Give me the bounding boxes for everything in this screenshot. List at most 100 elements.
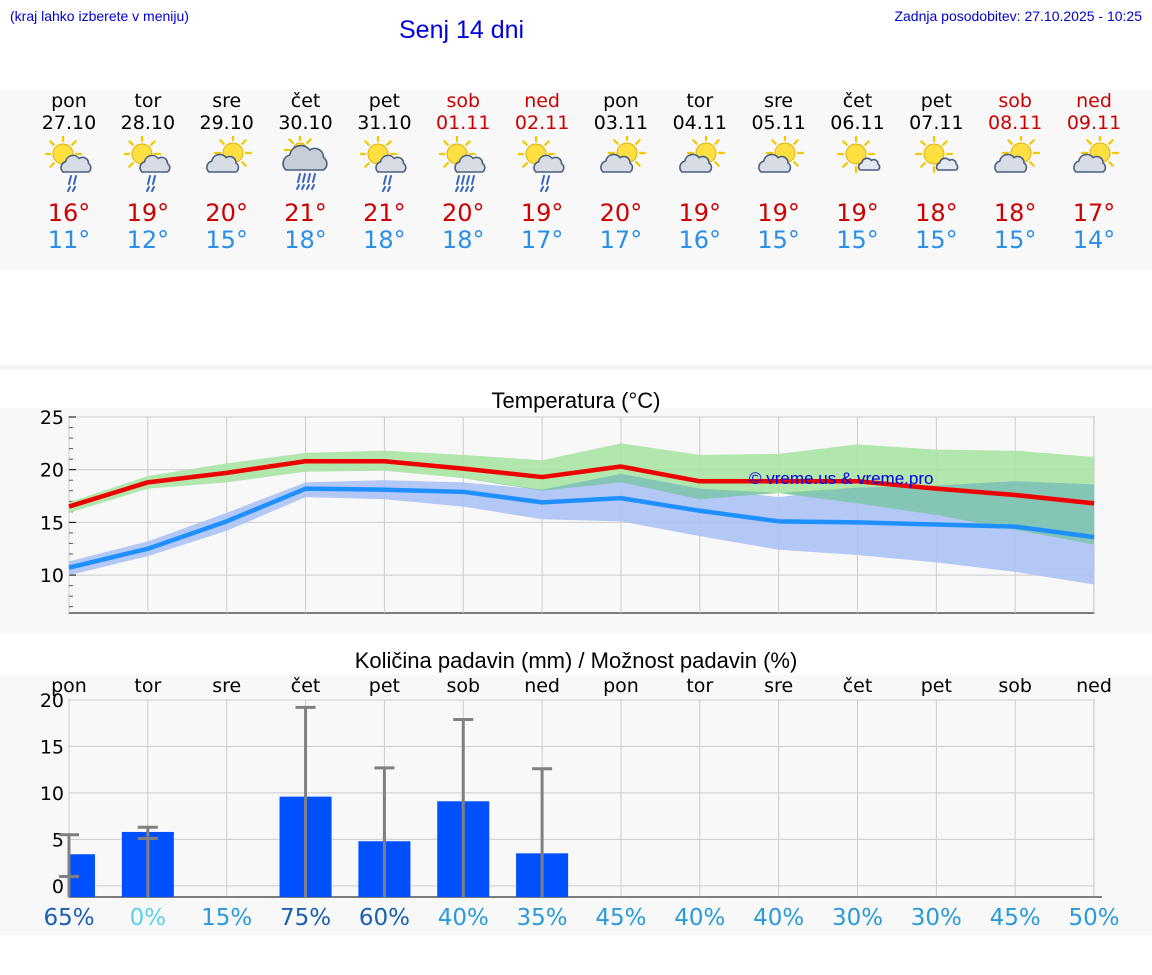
temperature-chart: 10 15 20 25 © vreme.us & vreme.pro bbox=[40, 407, 1095, 614]
max-temp-line bbox=[68, 459, 1095, 509]
precip-probability: 45% bbox=[595, 905, 647, 931]
max-temp: 21° bbox=[363, 199, 406, 227]
min-temp: 15° bbox=[915, 226, 958, 254]
max-temp: 16° bbox=[47, 199, 91, 227]
partly-cloudy-icon bbox=[757, 136, 804, 173]
precip-probability: 60% bbox=[358, 905, 410, 931]
day-name: čet bbox=[290, 90, 321, 112]
x-tick-label: pet bbox=[369, 675, 400, 697]
sun-cloud-rain-icon bbox=[123, 136, 171, 192]
sun-cloud-rain-icon bbox=[45, 136, 92, 192]
y-tick-label: 20 bbox=[40, 460, 64, 482]
min-temp: 15° bbox=[757, 226, 800, 254]
x-tick-label: sob bbox=[998, 675, 1032, 697]
precip-probability: 40% bbox=[674, 905, 726, 931]
precip-probability: 35% bbox=[516, 905, 568, 931]
y-tick-label: 10 bbox=[40, 783, 64, 805]
min-temp-line bbox=[68, 486, 1095, 570]
precip-probability: 40% bbox=[437, 905, 489, 931]
min-temp: 18° bbox=[363, 226, 406, 254]
y-tick-label: 15 bbox=[40, 736, 64, 758]
precip-probability: 0% bbox=[129, 905, 167, 931]
page-title: Senj 14 dni bbox=[399, 16, 525, 44]
day-date: 01.11 bbox=[436, 112, 491, 134]
y-tick-label: 5 bbox=[52, 829, 64, 851]
day-name: sre bbox=[212, 90, 242, 112]
day-name: tor bbox=[686, 90, 714, 112]
min-temp: 18° bbox=[284, 226, 327, 254]
y-tick-label: 25 bbox=[40, 407, 64, 429]
sun-small-cloud-icon bbox=[915, 136, 959, 174]
daily-forecast: pon 27.10 16° 11° tor 28.10 19° 12° sre 29… bbox=[0, 90, 1152, 270]
min-temp: 15° bbox=[836, 226, 879, 254]
watermark: © vreme.us & vreme.pro bbox=[749, 469, 933, 488]
max-temp: 19° bbox=[126, 199, 170, 227]
x-tick-label: pet bbox=[921, 675, 952, 697]
day-name: ned bbox=[1076, 90, 1112, 112]
precip-probability: 65% bbox=[43, 905, 95, 931]
day-date: 08.11 bbox=[987, 112, 1043, 134]
max-temp: 19° bbox=[520, 199, 564, 227]
day-date: 29.10 bbox=[199, 112, 254, 134]
last-update: Zadnja posodobitev: 27.10.2025 - 10:25 bbox=[894, 8, 1142, 24]
precip-probability: 75% bbox=[279, 905, 332, 931]
y-tick-label: 0 bbox=[52, 876, 64, 898]
precip-chart: pon tor sre čet pet sob ned pon tor sre čet pet sob n… bbox=[40, 675, 1112, 898]
max-temp: 21° bbox=[284, 199, 327, 227]
day-name: pet bbox=[368, 90, 400, 112]
section-divider bbox=[0, 365, 1152, 370]
x-tick-label: sob bbox=[446, 675, 480, 697]
day-date: 30.10 bbox=[278, 112, 333, 134]
day-name: pon bbox=[603, 90, 639, 112]
precip-probability: 40% bbox=[753, 905, 805, 931]
max-temp: 20° bbox=[441, 199, 485, 227]
day-date: 07.11 bbox=[909, 112, 964, 134]
location-hint: (kraj lahko izberete v meniju) bbox=[10, 8, 189, 24]
max-temp: 20° bbox=[599, 199, 643, 227]
x-tick-label: sre bbox=[764, 675, 793, 697]
max-temp: 18° bbox=[993, 199, 1037, 227]
min-temp: 15° bbox=[993, 226, 1037, 254]
x-tick-label: sre bbox=[212, 675, 241, 697]
max-temp: 19° bbox=[757, 199, 800, 227]
precip-chart-title: Količina padavin (mm) / Možnost padavin … bbox=[354, 648, 798, 673]
day-name: pet bbox=[920, 90, 952, 112]
x-tick-label: tor bbox=[134, 675, 161, 697]
precip-probability: 30% bbox=[910, 905, 962, 931]
max-temp: 18° bbox=[915, 199, 958, 227]
cloudy-rain-icon bbox=[281, 136, 328, 190]
max-temp-band bbox=[69, 443, 1095, 545]
sun-cloud-heavy-rain-icon bbox=[439, 136, 486, 192]
x-tick-label: pon bbox=[603, 675, 639, 697]
x-tick-label: tor bbox=[686, 675, 713, 697]
partly-cloudy-icon bbox=[994, 136, 1041, 173]
x-tick-label: ned bbox=[1076, 675, 1112, 697]
partly-cloudy-icon bbox=[678, 136, 725, 173]
x-tick-label: čet bbox=[291, 675, 321, 697]
y-tick-label: 10 bbox=[40, 565, 64, 587]
y-tick-label: 15 bbox=[40, 512, 64, 534]
day-name: čet bbox=[842, 90, 873, 112]
min-temp: 16° bbox=[678, 226, 722, 254]
min-temp: 14° bbox=[1072, 226, 1116, 254]
max-temp: 20° bbox=[205, 199, 248, 227]
partly-cloudy-icon bbox=[1073, 136, 1120, 173]
x-tick-label: ned bbox=[524, 675, 560, 697]
min-temp: 18° bbox=[441, 226, 485, 254]
min-temp: 15° bbox=[205, 226, 248, 254]
day-name: sob bbox=[446, 90, 481, 112]
min-temp: 12° bbox=[126, 226, 170, 254]
x-tick-label: pon bbox=[51, 675, 87, 697]
precip-probability: 50% bbox=[1068, 905, 1120, 931]
plot-area bbox=[68, 699, 1095, 898]
partly-cloudy-icon bbox=[600, 136, 647, 173]
precip-probability: 45% bbox=[989, 905, 1041, 931]
precip-probability: 15% bbox=[201, 905, 253, 931]
min-temp: 17° bbox=[599, 226, 643, 254]
day-date: 27.10 bbox=[41, 112, 97, 134]
max-temp: 19° bbox=[678, 199, 722, 227]
day-date: 04.11 bbox=[672, 112, 727, 134]
min-temp: 11° bbox=[47, 226, 91, 254]
partly-cloudy-icon bbox=[205, 136, 252, 173]
day-date: 31.10 bbox=[357, 112, 412, 134]
